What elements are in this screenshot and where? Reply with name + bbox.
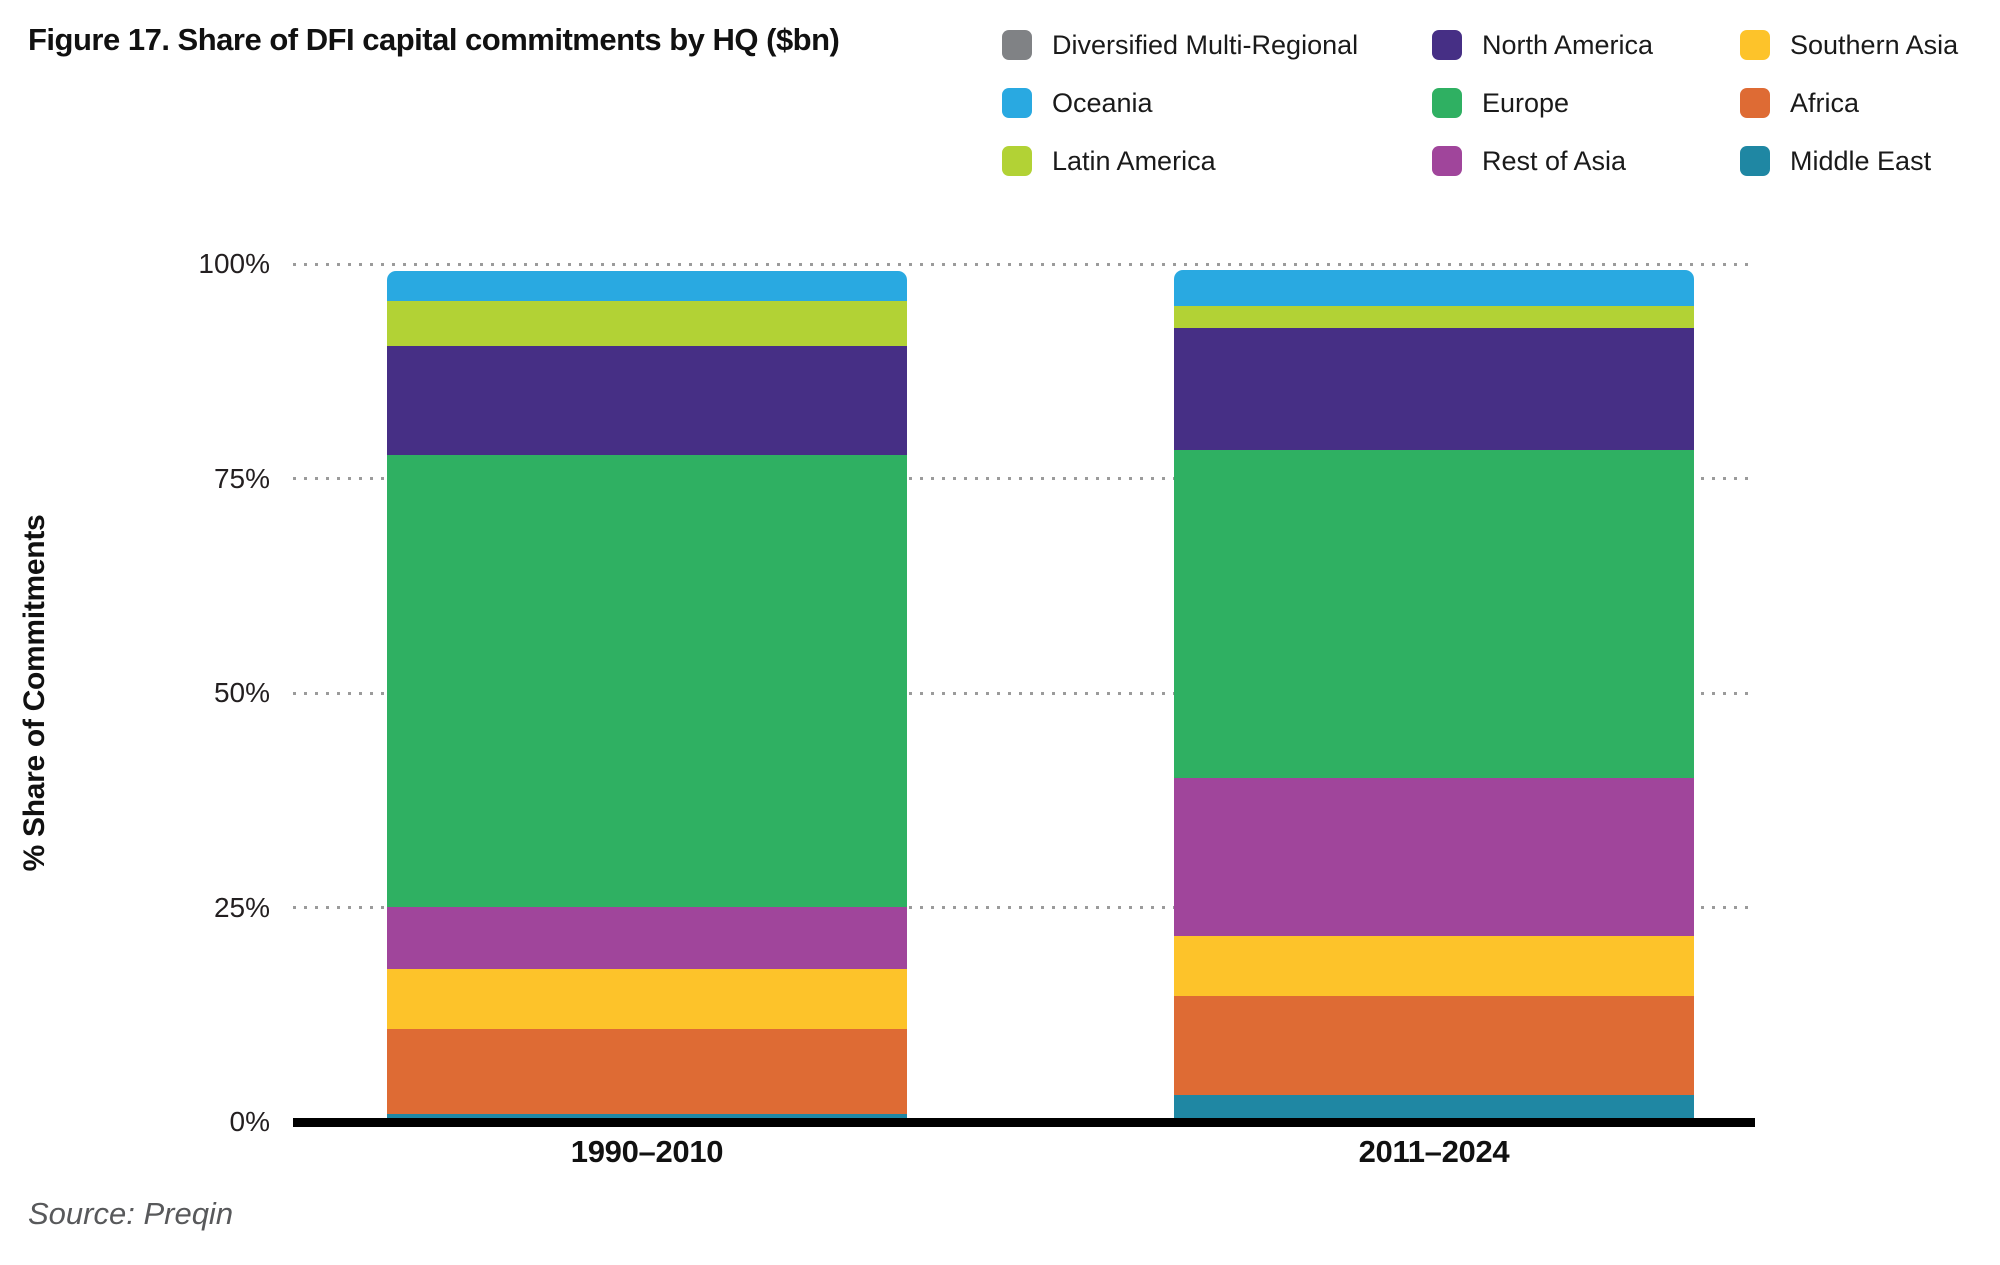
legend-label: Rest of Asia	[1482, 146, 1627, 176]
gridline	[293, 691, 1755, 695]
source-note: Source: Preqin	[28, 1196, 234, 1231]
y-tick-label: 100%	[198, 248, 270, 279]
gridline	[293, 906, 1755, 909]
legend-label: North America	[1482, 30, 1654, 60]
bar-segment-middle-east	[1174, 1095, 1694, 1122]
legend-swatch	[1740, 146, 1770, 176]
bar-segment-southern-asia	[1174, 935, 1694, 996]
legend-label: Oceania	[1052, 88, 1153, 118]
x-axis-line	[293, 1118, 1755, 1127]
legend: Diversified Multi-Regional Oceania Latin A…	[1002, 30, 1958, 176]
legend-item: Middle East	[1740, 146, 1958, 176]
bar-segment-north-america	[1174, 328, 1694, 451]
figure-title: Figure 17. Share of DFI capital commitme…	[28, 22, 840, 57]
y-tick-label: 50%	[213, 677, 270, 708]
bar-segment-europe	[387, 455, 907, 907]
bar-segment-oceania	[387, 270, 907, 301]
y-tick-label: 0%	[229, 1106, 270, 1137]
y-tick-label: 75%	[213, 462, 270, 494]
bar-segment-africa	[387, 1029, 907, 1115]
legend-swatch	[1002, 88, 1032, 118]
gridline	[293, 262, 1755, 266]
legend-swatch	[1432, 30, 1462, 60]
legend-item: Latin America	[1002, 146, 1432, 176]
legend-label: Middle East	[1790, 146, 1932, 176]
legend-swatch	[1002, 146, 1032, 176]
legend-swatch	[1002, 30, 1032, 60]
legend-label: Europe	[1482, 88, 1570, 118]
legend-item: Southern Asia	[1740, 30, 1958, 60]
bar-segment-rest-of-asia	[387, 906, 907, 970]
legend-item: Rest of Asia	[1432, 146, 1740, 176]
legend-swatch	[1432, 146, 1462, 176]
bar-segment-oceania	[1174, 270, 1694, 307]
y-tick-label: 25%	[213, 891, 270, 923]
bar-segment-southern-asia	[387, 969, 907, 1030]
legend-swatch	[1432, 88, 1462, 118]
bar-segment-rest-of-asia	[1174, 777, 1694, 936]
legend-swatch	[1740, 30, 1770, 60]
bar-segment-latin-america	[387, 300, 907, 347]
y-axis-title: % Share of Commitments	[18, 514, 51, 872]
x-tick-label: 2011–2024	[1358, 1134, 1510, 1169]
legend-label: Latin America	[1052, 146, 1216, 176]
legend-item: North America	[1432, 30, 1740, 60]
stacked-bar-1990-2010	[387, 270, 907, 1122]
legend-item: Oceania	[1002, 88, 1432, 118]
bar-segment-latin-america	[1174, 306, 1694, 329]
legend-item: Africa	[1740, 88, 1958, 118]
legend-item: Europe	[1432, 88, 1740, 118]
legend-label: Southern Asia	[1790, 30, 1959, 60]
legend-item: Diversified Multi-Regional	[1002, 30, 1432, 60]
legend-label: Diversified Multi-Regional	[1052, 30, 1359, 60]
stacked-bar-2011-2024	[1174, 270, 1694, 1122]
x-tick-label: 1990–2010	[570, 1134, 724, 1169]
bar-segment-north-america	[387, 346, 907, 456]
legend-swatch	[1740, 88, 1770, 118]
gridline	[293, 477, 1755, 480]
bar-segment-europe	[1174, 450, 1694, 778]
plot-area: 0% 25% 50% 75% 100% 1990–2010 2011–2024	[198, 249, 1755, 1169]
legend-label: Africa	[1790, 88, 1860, 118]
bar-segment-africa	[1174, 995, 1694, 1096]
